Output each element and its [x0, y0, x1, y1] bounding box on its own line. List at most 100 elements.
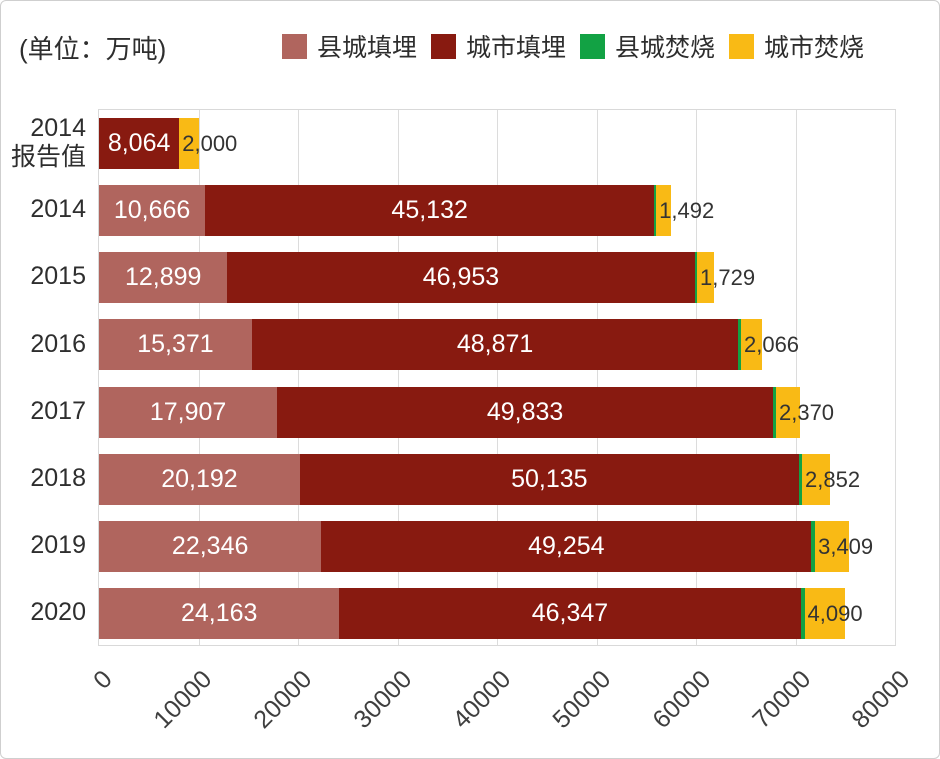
bar-segment-city-landfill: 49,254 — [321, 520, 812, 572]
bar-row-2014: 10,666 45,132 1,492 — [99, 177, 895, 244]
bar-value-label-city-incineration: 2,066 — [743, 332, 800, 358]
gridline — [497, 110, 498, 645]
category-label: 2014 报告值 — [10, 113, 86, 171]
gridline — [397, 110, 399, 645]
bar-value-label-county-landfill: 24,163 — [180, 598, 258, 627]
x-axis-tick-label: 70000 — [747, 665, 817, 734]
bar-row-2018: 20,192 50,135 2,852 — [99, 446, 895, 513]
bar-value-label-county-landfill: 12,899 — [124, 263, 202, 292]
bar-segment-city-incineration — [804, 587, 846, 639]
bar-segment-city-incineration — [815, 520, 849, 572]
bar-segment-city-incineration — [179, 118, 200, 169]
bar-segment-county-incineration — [694, 252, 697, 304]
bar-segment-county-landfill: 20,192 — [99, 453, 300, 505]
category-label: 2015 — [30, 262, 86, 291]
bar-value-label-city-incineration: 1,729 — [700, 265, 756, 291]
legend-swatch-city-incineration — [729, 33, 755, 59]
bar-segment-city-landfill: 45,132 — [205, 185, 655, 237]
gridline — [696, 110, 697, 645]
bar-segment-city-incineration — [802, 453, 831, 505]
bar-segment-county-incineration — [773, 386, 776, 438]
bar-value-label-city-incineration: 3,409 — [818, 533, 874, 559]
legend-item-county-incineration: 县城焚烧 — [580, 28, 715, 64]
bar-value-label-city-landfill: 50,135 — [511, 464, 588, 493]
bar-segment-city-landfill: 8,064 — [99, 118, 180, 169]
bar-rows: 8,064 2,000 10,666 45,132 1,492 12,899 46,953 1… — [99, 110, 895, 645]
bar-value-label-city-landfill: 46,347 — [531, 598, 609, 627]
bar-row-2014-报告值: 8,064 2,000 — [99, 110, 895, 177]
legend: 县城填埋 城市填埋 县城焚烧 城市焚烧 — [282, 28, 864, 64]
category-label: 2014 — [30, 195, 86, 224]
legend-swatch-county-landfill — [282, 33, 307, 59]
legend-label: 县城焚烧 — [615, 34, 716, 62]
bar-segment-county-incineration — [654, 185, 657, 237]
bar-segment-county-incineration — [738, 319, 741, 371]
bar-value-label-city-landfill: 46,953 — [422, 263, 500, 292]
bar-segment-county-landfill: 24,163 — [99, 587, 340, 639]
gridline — [198, 110, 200, 645]
bar-value-label-county-landfill: 15,371 — [137, 330, 214, 359]
bar-value-label-county-landfill: 20,192 — [161, 464, 238, 493]
bar-segment-county-landfill: 15,371 — [99, 319, 252, 371]
category-label: 2016 — [30, 329, 86, 358]
bar-value-label-city-incineration: 2,000 — [182, 131, 238, 156]
gridline — [895, 110, 896, 645]
bar-segment-city-landfill: 46,347 — [339, 587, 801, 639]
x-axis-tick-label: 40000 — [447, 665, 517, 734]
gridline — [298, 110, 299, 645]
category-label: 2019 — [30, 530, 86, 559]
bar-segment-county-landfill: 22,346 — [99, 520, 322, 572]
bar-segment-city-landfill: 46,953 — [227, 252, 695, 304]
bar-value-label-city-incineration: 2,370 — [778, 399, 835, 425]
bar-row-2020: 24,163 46,347 4,090 — [99, 580, 895, 647]
bar-segment-county-incineration — [800, 587, 805, 639]
bar-value-label-county-landfill: 22,346 — [171, 531, 249, 560]
legend-item-city-landfill: 城市填埋 — [431, 28, 566, 64]
bar-segment-county-incineration — [811, 520, 816, 572]
bar-segment-city-incineration — [775, 386, 800, 438]
legend-label: 城市焚烧 — [764, 34, 865, 62]
x-axis-labels: 0 10000 20000 30000 40000 50000 60000 70000 8000… — [88, 651, 916, 756]
category-label: 2020 — [30, 598, 86, 627]
bar-segment-city-landfill: 49,833 — [277, 386, 773, 438]
bar-value-label-county-landfill: 10,666 — [113, 196, 191, 225]
bar-segment-city-incineration — [740, 319, 762, 371]
plot-area: 8,064 2,000 10,666 45,132 1,492 12,899 46,953 1… — [98, 109, 896, 646]
bar-segment-county-landfill: 10,666 — [99, 185, 206, 237]
bar-value-label-county-landfill: 17,907 — [149, 397, 227, 426]
bar-row-2019: 22,346 49,254 3,409 — [99, 513, 895, 580]
unit-label: (单位：万吨) — [19, 34, 167, 64]
x-axis-tick-label: 60000 — [647, 665, 717, 734]
x-axis-tick-label: 0 — [88, 665, 118, 695]
legend-swatch-city-landfill — [431, 33, 457, 59]
bar-value-label-city-incineration: 1,492 — [659, 198, 715, 224]
bar-segment-city-incineration — [656, 185, 672, 237]
bar-row-2017: 17,907 49,833 2,370 — [99, 379, 895, 446]
legend-swatch-county-incineration — [580, 33, 606, 59]
bar-row-2015: 12,899 46,953 1,729 — [99, 244, 895, 311]
category-label: 2018 — [30, 463, 86, 492]
category-label: 2017 — [30, 396, 86, 425]
gridline — [795, 110, 797, 645]
bar-value-label-city-landfill: 49,833 — [486, 397, 564, 426]
x-axis-tick-label: 30000 — [348, 665, 418, 734]
x-axis-tick-label: 20000 — [248, 665, 318, 734]
bar-value-label-city-landfill: 45,132 — [391, 196, 468, 225]
legend-item-city-incineration: 城市焚烧 — [729, 28, 864, 64]
legend-label: 县城填埋 — [317, 34, 418, 62]
bar-segment-city-incineration — [697, 252, 715, 304]
bar-row-2016: 15,371 48,871 2,066 — [99, 311, 895, 378]
bar-value-label-city-landfill: 8,064 — [107, 129, 171, 157]
y-axis-labels: 2014 报告值 2014 2015 2016 2017 2018 2019 2020 — [1, 109, 86, 646]
x-axis-tick-label: 80000 — [846, 665, 916, 734]
legend-label: 城市填埋 — [466, 34, 567, 62]
bar-value-label-city-incineration: 2,852 — [805, 466, 861, 492]
bar-segment-county-landfill: 17,907 — [99, 386, 278, 438]
bar-value-label-city-landfill: 48,871 — [456, 330, 534, 359]
bar-segment-city-landfill: 50,135 — [299, 453, 799, 505]
bar-value-label-city-incineration: 4,090 — [807, 600, 863, 626]
legend-item-county-landfill: 县城填埋 — [282, 28, 417, 64]
x-axis-tick-label: 10000 — [148, 665, 218, 734]
bar-segment-county-incineration — [798, 453, 803, 505]
bar-value-label-city-landfill: 49,254 — [528, 531, 605, 560]
